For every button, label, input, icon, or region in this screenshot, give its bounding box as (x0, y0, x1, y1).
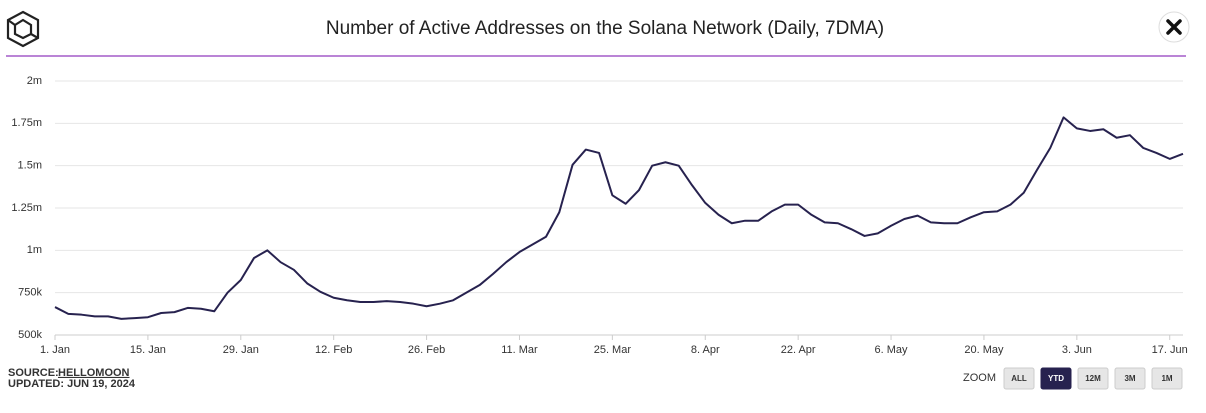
zoom-button[interactable]: 1M (1151, 367, 1183, 390)
x-tick-label: 20. May (964, 344, 1004, 356)
y-tick-label: 1m (27, 244, 42, 256)
zoom-button[interactable]: ALL (1003, 367, 1035, 390)
zoom-button-label: ALL (1011, 374, 1027, 383)
source-name[interactable]: HELLOMOON (58, 367, 130, 379)
y-tick-label: 500k (18, 329, 42, 341)
x-tick-label: 3. Jun (1062, 344, 1092, 356)
y-tick-label: 1.5m (18, 160, 42, 172)
zoom-button-bg (1003, 367, 1035, 390)
zoom-button-label: 1M (1161, 374, 1172, 383)
x-tick-label: 22. Apr (781, 344, 816, 356)
x-tick-label: 29. Jan (223, 344, 259, 356)
zoom-button-bg (1151, 367, 1183, 390)
x-tick-label: 1. Jan (40, 344, 70, 356)
source-label: SOURCE: (8, 367, 59, 379)
x-tick-label: 15. Jan (130, 344, 166, 356)
x-tick-label: 12. Feb (315, 344, 352, 356)
line (54, 116, 1184, 320)
chart-title: Number of Active Addresses on the Solana… (326, 18, 884, 39)
logo (6, 10, 40, 48)
zoom-button-bg (1077, 367, 1109, 390)
plot: 500k 750k 1m 1.25m 1.5m 1.75m 2m 1. Jan 15. Jan 2… (11, 75, 1187, 356)
zoom-button[interactable]: YTD (1040, 367, 1072, 390)
zoom-button[interactable]: 3M (1114, 367, 1146, 390)
x-tick-label: 26. Feb (408, 344, 445, 356)
x-tick-label: 17. Jun (1152, 344, 1188, 356)
y-tick-label: 750k (18, 287, 42, 299)
x-tick-label: 6. May (875, 344, 909, 356)
x-tick-label: 25. Mar (594, 344, 632, 356)
zoom-button-label: 3M (1124, 374, 1135, 383)
zoom-button-label: YTD (1048, 374, 1064, 383)
zoom-button-bg (1114, 367, 1146, 390)
close-button[interactable] (1158, 11, 1190, 43)
x-tick-label: 11. Mar (501, 344, 538, 356)
zoom-button-label: 12M (1085, 374, 1101, 383)
updated: UPDATED: JUN 19, 2024 (8, 378, 136, 390)
x-tick-label: 8. Apr (691, 344, 720, 356)
y-tick-label: 1.75m (11, 117, 42, 129)
zoom-buttons: ALL YTD 12M 3M 1M (1003, 367, 1183, 390)
y-tick-label: 1.25m (11, 202, 42, 214)
zoom-label: ZOOM (963, 372, 996, 384)
zoom-button[interactable]: 12M (1077, 367, 1109, 390)
y-tick-label: 2m (27, 75, 42, 87)
zoom-button-bg (1040, 367, 1072, 390)
